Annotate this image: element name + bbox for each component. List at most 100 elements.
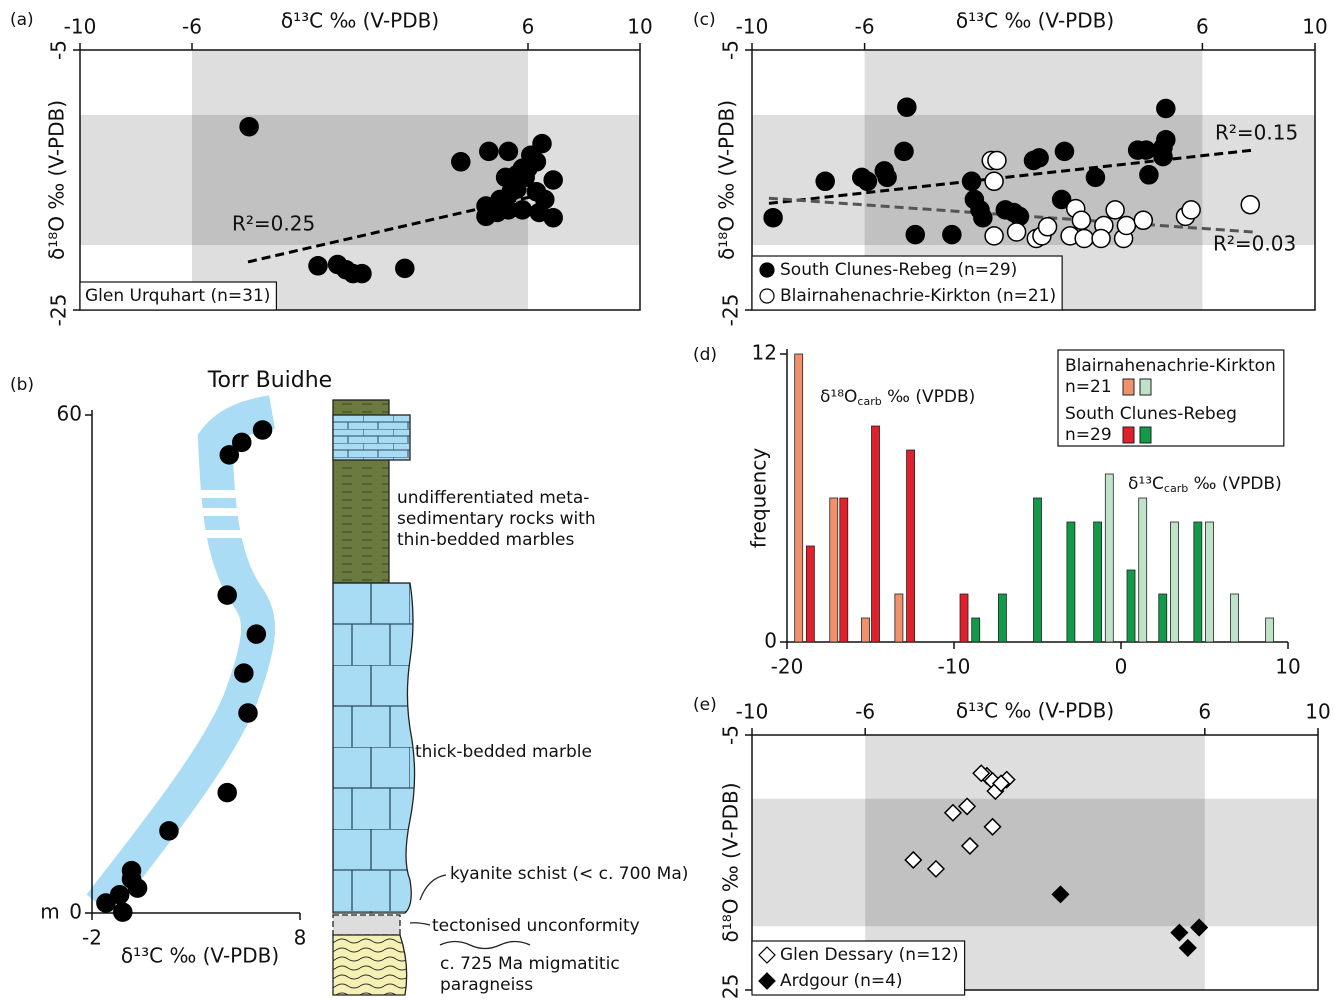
point bbox=[926, 859, 946, 878]
bar bbox=[1193, 521, 1203, 643]
legend-box bbox=[79, 281, 278, 311]
point bbox=[972, 764, 991, 783]
legend-swatch bbox=[1139, 378, 1152, 396]
point bbox=[758, 972, 776, 990]
y-tick-label: -5 bbox=[47, 40, 71, 60]
x-axis-title: δ¹³C ‰ (V-PDB) bbox=[121, 944, 279, 968]
lithology-label: undifferentiated meta- bbox=[397, 488, 589, 508]
point bbox=[109, 884, 130, 905]
point bbox=[984, 171, 1004, 192]
point bbox=[1029, 148, 1049, 168]
point bbox=[512, 200, 533, 220]
point bbox=[498, 141, 519, 162]
point bbox=[973, 207, 993, 228]
point bbox=[532, 133, 552, 154]
x-tick-label: 0 bbox=[1115, 655, 1128, 679]
band-gap bbox=[190, 508, 250, 516]
legend-label: Glen Urquhart (n=31) bbox=[85, 286, 270, 306]
point bbox=[983, 817, 1002, 836]
bar bbox=[1205, 521, 1214, 643]
bar bbox=[1126, 569, 1136, 643]
y-axis-title: δ¹⁸O ‰ (V-PDB) bbox=[715, 100, 739, 260]
x-tick-label: 6 bbox=[1196, 15, 1209, 39]
marble-unit bbox=[332, 582, 416, 914]
point bbox=[518, 158, 538, 179]
bar bbox=[1138, 497, 1148, 643]
point bbox=[308, 256, 328, 276]
point bbox=[1139, 165, 1159, 185]
y-axis-title: δ¹⁸O ‰ (V-PDB) bbox=[719, 782, 743, 942]
bar bbox=[906, 449, 915, 643]
point bbox=[857, 171, 878, 192]
point bbox=[1153, 137, 1173, 158]
point bbox=[487, 202, 507, 223]
point bbox=[1071, 210, 1092, 231]
point bbox=[1054, 141, 1075, 162]
annotation-tail: ‰ (VPDB) bbox=[882, 387, 976, 407]
arrow bbox=[409, 922, 431, 926]
x-tick-label: -10 bbox=[736, 15, 769, 39]
lithology-label: sedimentary rocks with bbox=[397, 509, 596, 529]
x-tick-label: 6 bbox=[1198, 700, 1211, 724]
point bbox=[1074, 228, 1094, 249]
y-tick-label: 12 bbox=[752, 341, 777, 365]
legend: South Clunes-Rebeg (n=29) Blairnahenachri… bbox=[751, 255, 1063, 311]
point bbox=[543, 207, 563, 228]
chart-title: Torr Buidhe bbox=[207, 368, 332, 393]
point bbox=[1091, 228, 1111, 249]
annotation-sub: carb bbox=[857, 395, 881, 408]
x-tick-label: -6 bbox=[855, 700, 875, 724]
legend-swatch bbox=[1139, 426, 1152, 444]
lithology-label: kyanite schist (< c. 700 Ma) bbox=[450, 864, 688, 884]
point bbox=[1240, 194, 1261, 215]
point bbox=[942, 224, 962, 245]
strat-column bbox=[332, 399, 531, 996]
point bbox=[127, 878, 148, 898]
x-tick-label: 8 bbox=[294, 926, 307, 950]
point bbox=[1181, 200, 1201, 220]
annotation: δ¹³Ccarb ‰ (VPDB) bbox=[1128, 474, 1282, 495]
point bbox=[961, 171, 982, 192]
legend-title: South Clunes-Rebeg bbox=[1065, 404, 1237, 424]
point bbox=[121, 860, 142, 881]
trendline-label: R²=0.03 bbox=[1213, 232, 1296, 256]
point bbox=[217, 585, 237, 605]
point bbox=[352, 263, 372, 284]
point bbox=[958, 797, 977, 816]
legend: Glen Dessary (n=12) Ardgour (n=4) bbox=[751, 940, 966, 996]
x-axis-title: δ¹³C ‰ (V-PDB) bbox=[956, 699, 1114, 723]
x-tick-label: -10 bbox=[938, 655, 971, 679]
bar bbox=[971, 617, 981, 643]
bar bbox=[805, 545, 815, 643]
x-tick-label: -6 bbox=[855, 15, 875, 39]
bar bbox=[1033, 497, 1042, 643]
point bbox=[905, 224, 926, 245]
band-gap bbox=[190, 530, 250, 538]
legend-title: Blairnahenachrie-Kirkton bbox=[1065, 356, 1276, 376]
bar bbox=[794, 353, 804, 643]
point bbox=[815, 171, 835, 192]
lithology-label: thin-bedded marbles bbox=[397, 530, 574, 550]
legend: Glen Urquhart (n=31) bbox=[79, 281, 278, 311]
point bbox=[451, 152, 471, 172]
x-tick-label: -10 bbox=[736, 700, 769, 724]
point bbox=[395, 258, 415, 279]
point bbox=[1051, 885, 1070, 904]
lithology-label: thick-bedded marble bbox=[415, 742, 592, 762]
panel-label: (d) bbox=[693, 345, 717, 365]
thin-marble-unit bbox=[332, 414, 411, 461]
arrow bbox=[419, 874, 447, 901]
bar bbox=[1104, 473, 1114, 643]
point bbox=[904, 850, 923, 870]
band-gap bbox=[190, 490, 250, 498]
x-tick-label: -20 bbox=[771, 655, 804, 679]
bar bbox=[1170, 521, 1179, 643]
x-tick-label: -2 bbox=[82, 926, 102, 950]
point bbox=[987, 150, 1007, 171]
bar bbox=[829, 497, 839, 643]
point bbox=[239, 116, 259, 137]
point bbox=[219, 445, 240, 465]
bar bbox=[998, 593, 1007, 643]
panel-label: (e) bbox=[693, 695, 717, 715]
